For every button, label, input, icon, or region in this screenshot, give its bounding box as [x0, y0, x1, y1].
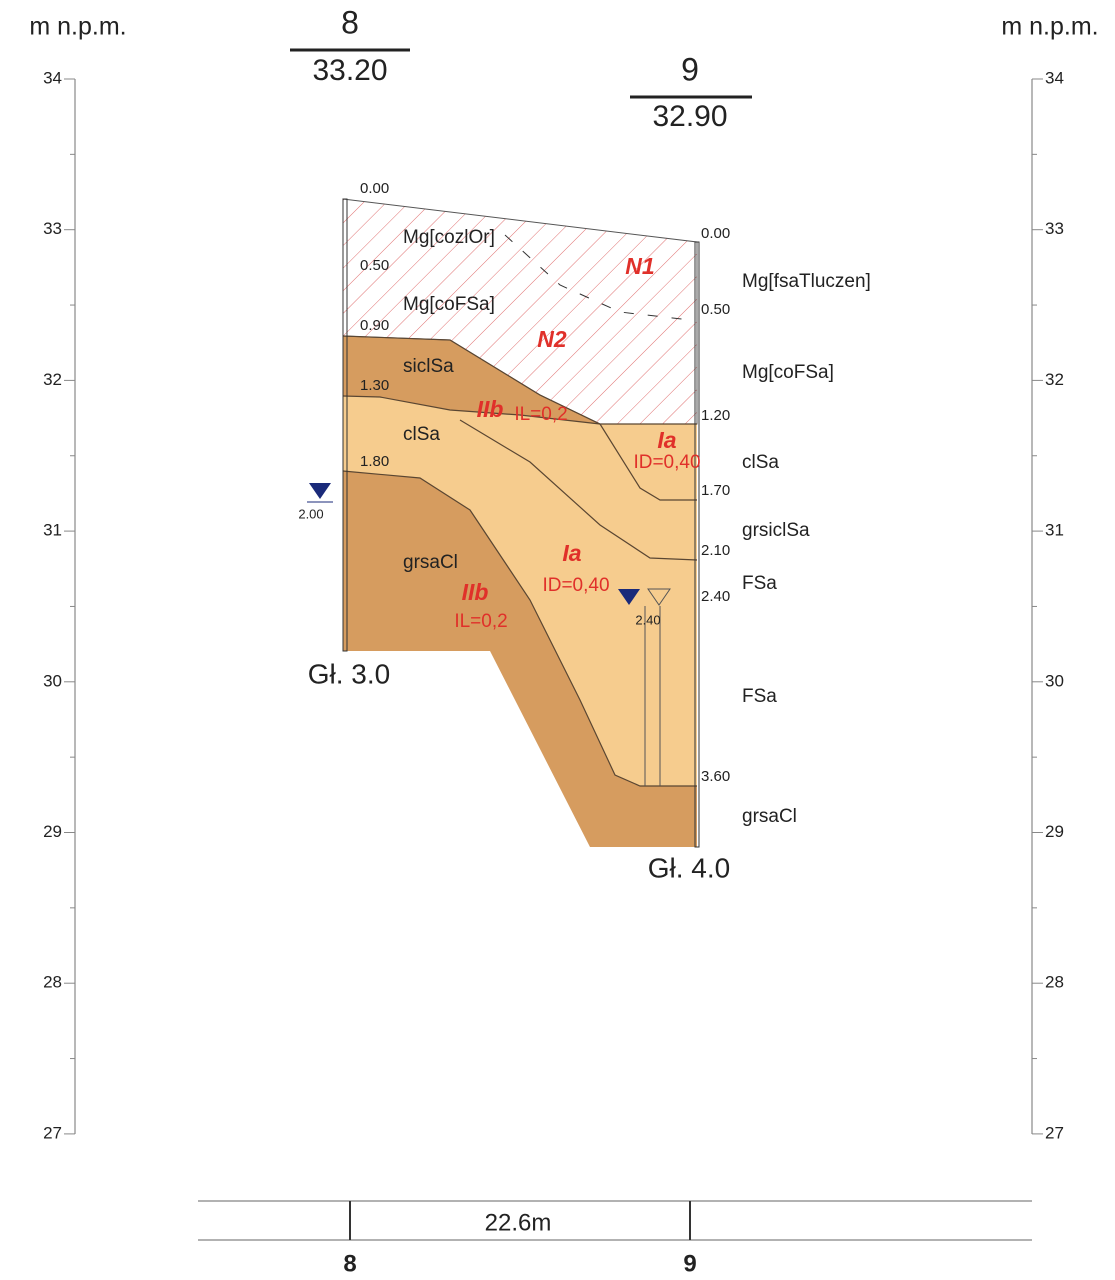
- soil-name: Mg[fsaTluczen]: [742, 271, 871, 292]
- depth: 1.30: [360, 377, 389, 394]
- axis-title: m n.p.m.: [1001, 13, 1098, 41]
- depth: 1.70: [701, 482, 730, 499]
- tick-label: 32: [1045, 370, 1064, 389]
- soil-name: grsiclSa: [742, 520, 810, 541]
- depth: 3.60: [701, 768, 730, 785]
- depth: 0.50: [701, 301, 730, 318]
- zone-param: IL=0,2: [514, 404, 567, 425]
- soil-name: FSa: [742, 686, 777, 707]
- zone-param: ID=0,40: [542, 575, 609, 596]
- zone-name: N2: [537, 326, 567, 352]
- tick-label: 31: [1045, 521, 1064, 540]
- zone-name: IIb: [462, 579, 489, 605]
- tick-label: 30: [43, 671, 62, 690]
- soil-name: grsaCl: [742, 806, 797, 827]
- tick-label: 34: [43, 68, 62, 87]
- scale-label: 9: [683, 1250, 696, 1277]
- zone-param: IL=0,2: [454, 611, 507, 632]
- depth: 2.40: [701, 588, 730, 605]
- cross-section: 34 34 33 33 32 32 31 31 30 30 29 29 28 28 27 27 m n.p.m…: [0, 0, 1115, 1280]
- soil-name: clSa: [742, 452, 779, 473]
- depth: 0.50: [360, 257, 389, 274]
- depth: 0.90: [360, 317, 389, 334]
- tick-label: 27: [43, 1123, 62, 1142]
- borehole-elevation: 33.20: [312, 54, 387, 87]
- tick-label: 27: [1045, 1123, 1064, 1142]
- borehole-name: 9: [681, 51, 699, 87]
- axis-title: m n.p.m.: [29, 13, 126, 41]
- soil-name: Mg[cozlOr]: [403, 227, 495, 248]
- tick-label: 32: [43, 370, 62, 389]
- tick-label: 28: [43, 973, 62, 992]
- soil-name: siclSa: [403, 356, 454, 377]
- depth: 0.00: [701, 225, 730, 242]
- tick-label: 29: [43, 822, 62, 841]
- soil-name: Mg[coFSa]: [403, 294, 495, 315]
- tick-label: 31: [43, 521, 62, 540]
- borehole-elevation: 32.90: [652, 100, 727, 133]
- water-depth: 2.40: [635, 612, 660, 627]
- zone-name: Ia: [562, 540, 581, 566]
- borehole-bottom: Gł. 3.0: [308, 658, 390, 689]
- borehole-name: 8: [341, 4, 359, 40]
- soil-name: Mg[coFSa]: [742, 362, 834, 383]
- borehole-bottom: Gł. 4.0: [648, 852, 730, 883]
- depth: 1.80: [360, 453, 389, 470]
- distance: 22.6m: [485, 1209, 552, 1236]
- tick-label: 30: [1045, 671, 1064, 690]
- depth: 1.20: [701, 407, 730, 424]
- depth: 2.10: [701, 542, 730, 559]
- zone-name: Ia: [657, 427, 676, 453]
- tick-label: 33: [1045, 219, 1064, 238]
- tick-label: 29: [1045, 822, 1064, 841]
- soil-name: FSa: [742, 573, 777, 594]
- water-depth: 2.00: [298, 506, 323, 521]
- tick-label: 33: [43, 219, 62, 238]
- water-level: [309, 483, 331, 499]
- soil-name: clSa: [403, 424, 440, 445]
- tick-label: 34: [1045, 68, 1064, 87]
- scale-label: 8: [343, 1250, 356, 1277]
- tick-label: 28: [1045, 973, 1064, 992]
- zone-name: N1: [625, 253, 654, 279]
- depth: 0.00: [360, 180, 389, 197]
- soil-name: grsaCl: [403, 552, 458, 573]
- zone-name: IIb: [477, 396, 504, 422]
- zone-param: ID=0,40: [633, 452, 700, 473]
